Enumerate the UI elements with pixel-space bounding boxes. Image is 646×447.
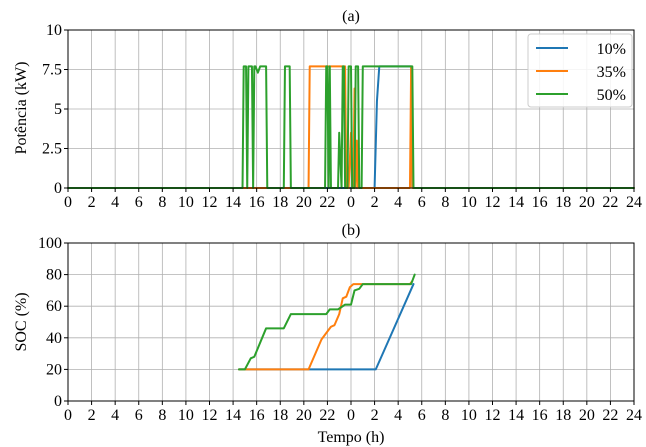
series-line-35pct-panel-b [237,279,414,371]
x-tick-label: 22 [602,194,618,211]
x-tick-label: 2 [371,407,379,424]
x-tick-label: 20 [579,407,595,424]
legend-label: 35% [597,64,626,81]
y-tick-label: 20 [46,361,62,378]
x-tick-label: 4 [394,407,402,424]
y-tick-label: 10 [46,22,62,39]
series-line-10pct-panel-b [237,283,415,371]
x-tick-label: 14 [225,407,241,424]
x-tick-label: 16 [249,194,265,211]
x-tick-label: 16 [249,407,265,424]
x-tick-label: 8 [441,407,449,424]
legend-box [527,33,633,108]
panel-a-y-ticks: 0 2.5 5 7.5 10 [42,22,68,197]
y-tick-label: 80 [46,267,62,284]
panel-a-legend: 10% 35% 50% [527,33,633,108]
x-tick-label: 22 [319,194,335,211]
x-tick-label: 6 [135,407,143,424]
x-tick-label: 10 [461,407,477,424]
x-tick-label: 10 [461,194,477,211]
panel-b-xlabel: Tempo (h) [318,429,385,446]
x-tick-label: 18 [272,194,288,211]
panel-b-soc: (b) SOC (%) 0 2 4 6 8 10 12 14 16 18 20 22 0 2 4 6 8 10 12… [13,222,642,446]
y-tick-label: 40 [46,330,62,347]
panel-b-series-layer [237,273,416,371]
x-tick-label: 18 [555,407,571,424]
panel-b-ylabel: SOC (%) [13,292,30,351]
x-tick-label: 0 [64,407,72,424]
series-line-35pct-panel-a [67,65,635,189]
panel-a-title: (a) [342,8,360,25]
x-tick-label: 18 [272,407,288,424]
x-tick-label: 16 [532,194,548,211]
x-tick-label: 20 [579,194,595,211]
x-tick-label: 12 [202,194,218,211]
legend-label: 50% [597,87,626,104]
x-tick-label: 0 [64,194,72,211]
x-tick-label: 20 [296,194,312,211]
panel-a-power: (a) Potência (kW) 0 2 4 6 8 10 12 14 16 18 20 22 0 2 4… [13,8,642,211]
panel-a-series-layer [67,65,635,189]
panel-a-x-ticks: 0 2 4 6 8 10 12 14 16 18 20 22 0 2 4 6 8 10 12 14 16 18 20 22 24 [64,188,642,211]
panel-b-title: (b) [342,222,361,239]
y-tick-label: 5 [54,101,62,118]
series-line-50pct-panel-a [67,65,635,189]
x-tick-label: 20 [296,407,312,424]
x-tick-label: 8 [158,194,166,211]
y-tick-label: 100 [38,235,62,252]
panel-b-y-ticks: 0 20 40 60 80 100 [38,235,68,410]
x-tick-label: 0 [347,194,355,211]
y-tick-label: 2.5 [42,141,62,158]
x-tick-label: 18 [555,194,571,211]
x-tick-label: 8 [158,407,166,424]
x-tick-label: 8 [441,194,449,211]
y-tick-label: 0 [54,180,62,197]
x-tick-label: 16 [532,407,548,424]
legend-label: 10% [597,41,626,58]
panel-b-grid [67,242,635,402]
y-tick-label: 0 [54,393,62,410]
x-tick-label: 4 [111,194,119,211]
series-line-50pct-panel-b [237,273,416,371]
panel-a-ylabel: Potência (kW) [13,62,30,155]
x-tick-label: 12 [485,407,501,424]
panel-b-x-ticks: 0 2 4 6 8 10 12 14 16 18 20 22 0 2 4 6 8 10 12 14 16 18 20 22 24 [64,401,642,424]
x-tick-label: 4 [394,194,402,211]
x-tick-label: 2 [371,194,379,211]
x-tick-label: 22 [319,407,335,424]
x-tick-label: 12 [202,407,218,424]
y-tick-label: 60 [46,298,62,315]
x-tick-label: 14 [225,194,241,211]
x-tick-label: 22 [602,407,618,424]
x-tick-label: 10 [178,407,194,424]
x-tick-label: 6 [418,194,426,211]
x-tick-label: 6 [418,407,426,424]
x-tick-label: 2 [88,407,96,424]
x-tick-label: 12 [485,194,501,211]
x-tick-label: 10 [178,194,194,211]
x-tick-label: 0 [347,407,355,424]
x-tick-label: 24 [626,194,642,211]
x-tick-label: 2 [88,194,96,211]
x-tick-label: 6 [135,194,143,211]
x-tick-label: 24 [626,407,642,424]
x-tick-label: 14 [508,407,524,424]
x-tick-label: 14 [508,194,524,211]
y-tick-label: 7.5 [42,62,62,79]
x-tick-label: 4 [111,407,119,424]
